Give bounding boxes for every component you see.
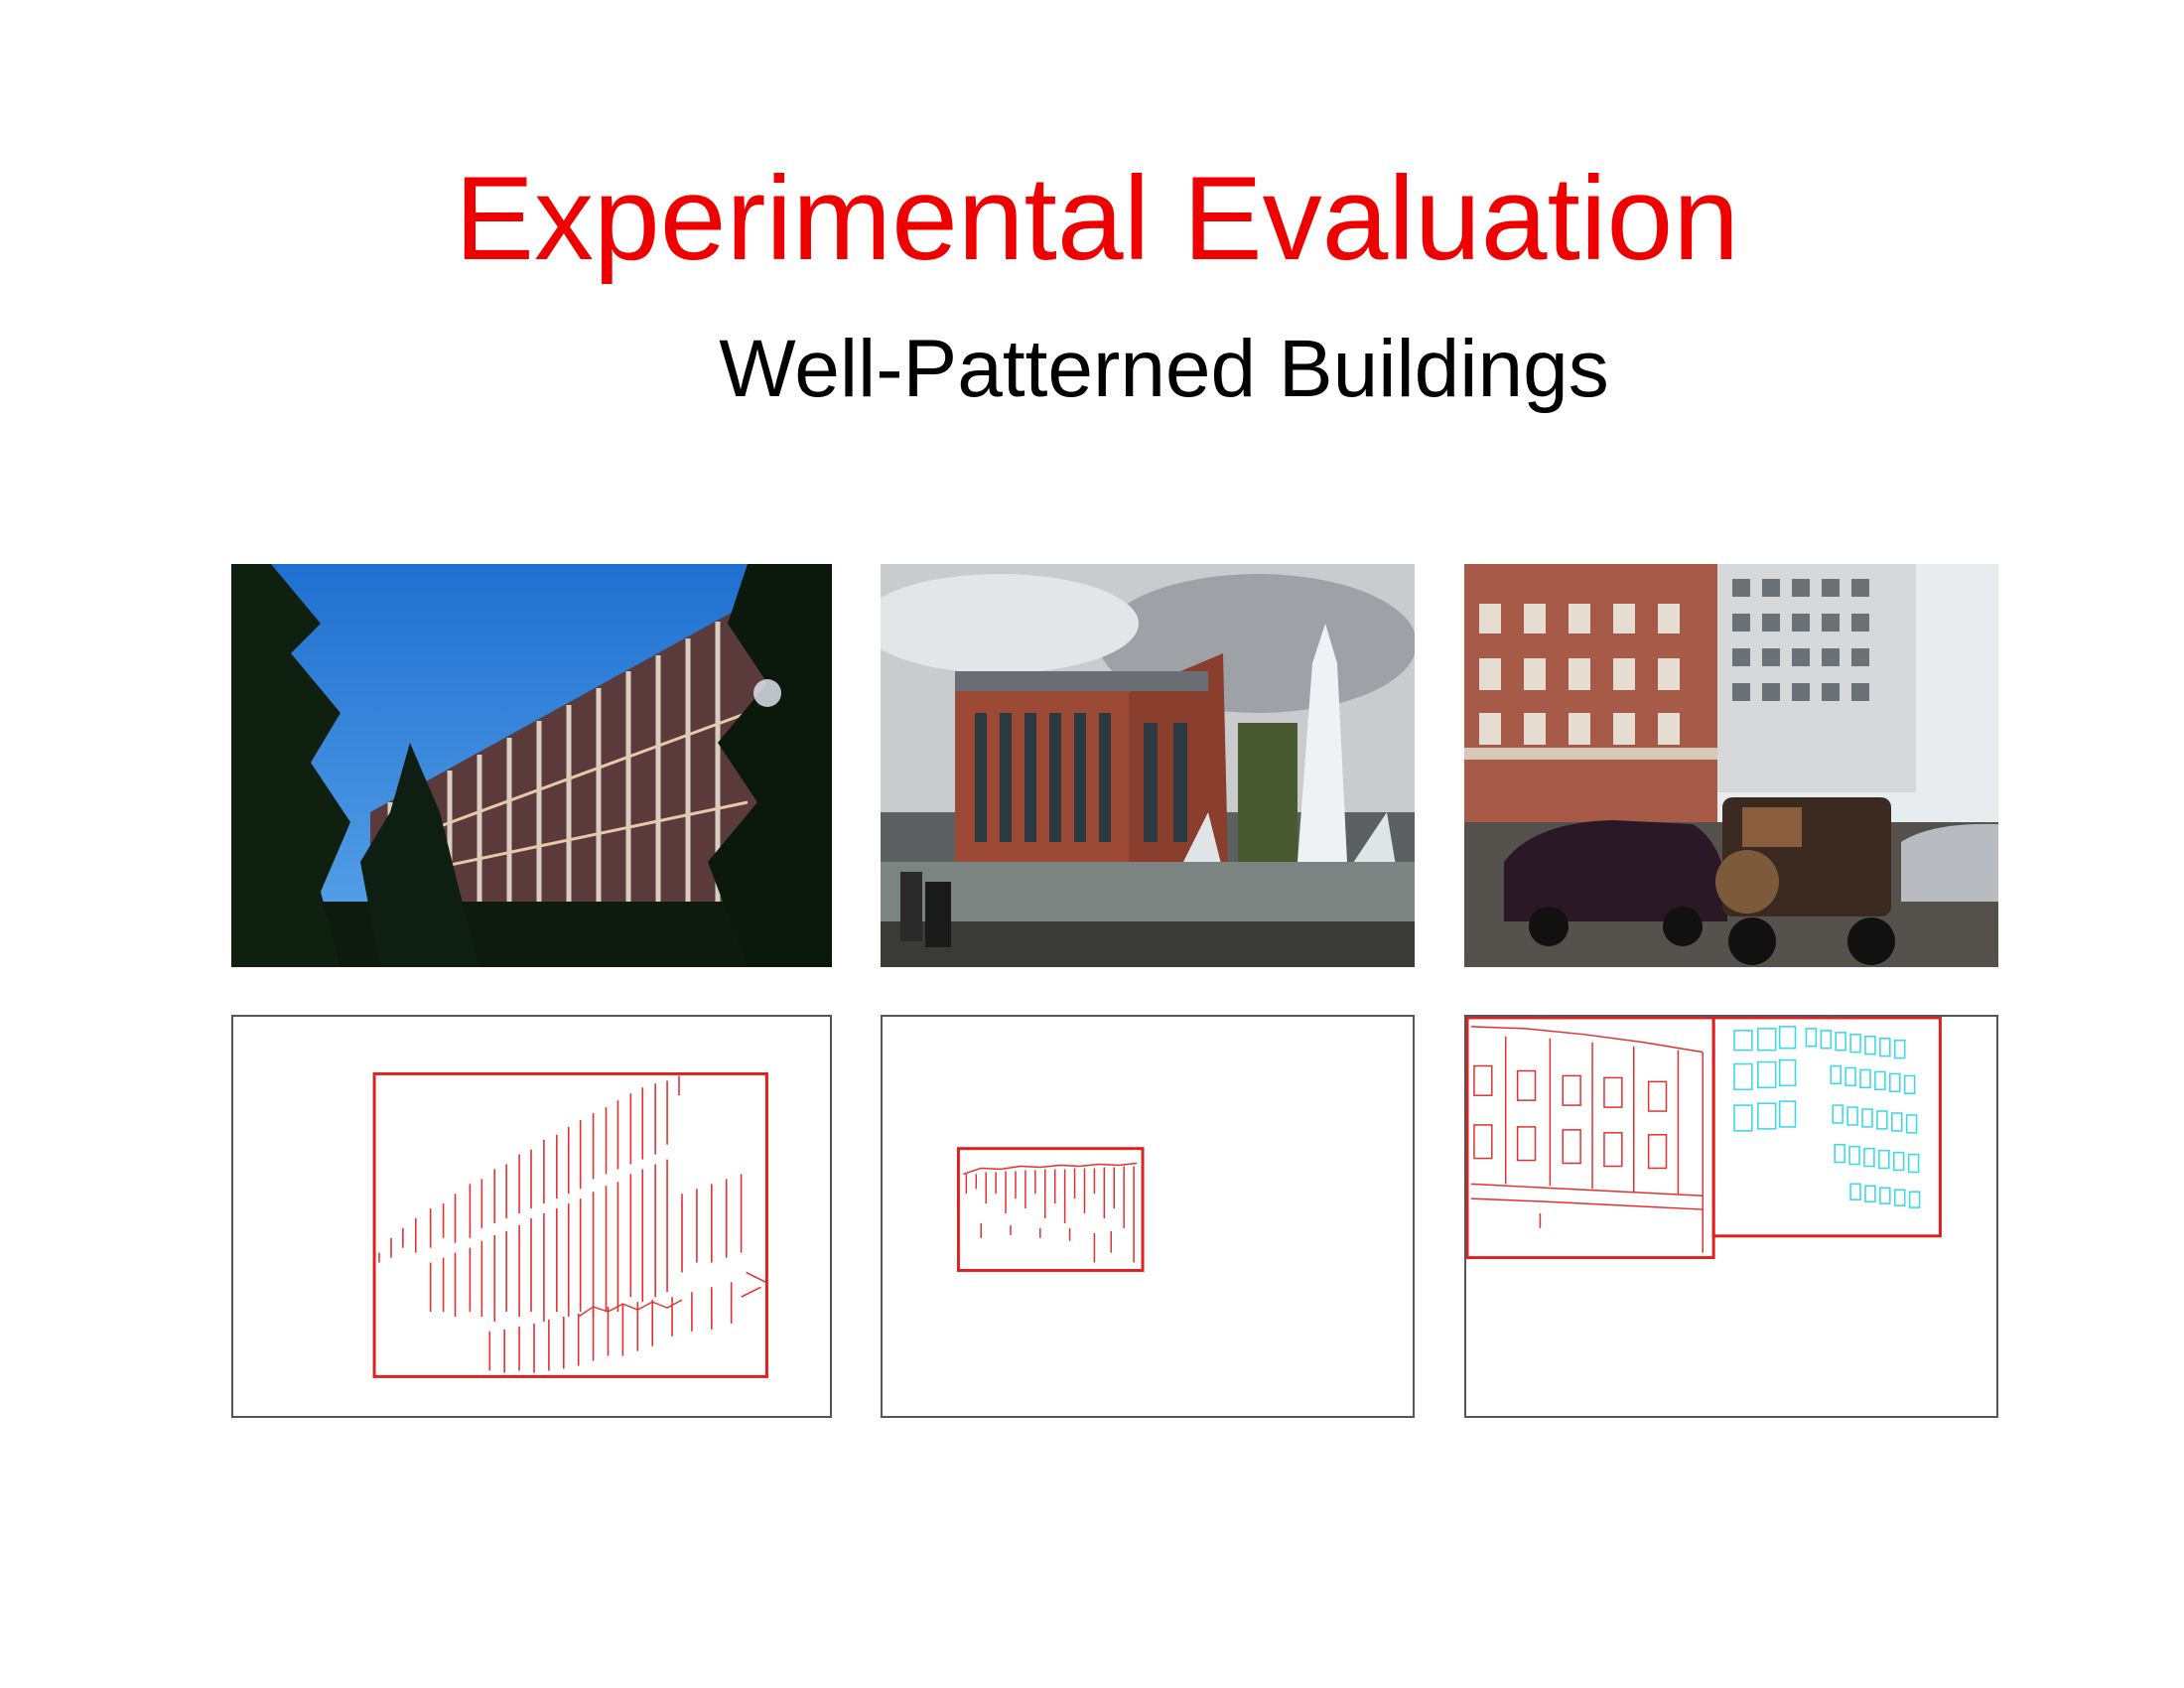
detection-box [372, 1071, 768, 1378]
photo-3 [1464, 564, 1998, 967]
edge-map-1 [231, 1015, 832, 1418]
photo-1 [231, 564, 832, 967]
photo-2 [881, 564, 1415, 967]
edge-map-3 [1464, 1015, 1998, 1418]
detection-box-2 [1711, 1017, 1942, 1238]
edge-map-2 [881, 1015, 1415, 1418]
detection-box-1 [1466, 1017, 1715, 1260]
slide-title: Experimental Evaluation [454, 152, 1740, 285]
slide-subtitle: Well-Patterned Buildings [719, 324, 1609, 414]
detection-box [956, 1147, 1145, 1272]
